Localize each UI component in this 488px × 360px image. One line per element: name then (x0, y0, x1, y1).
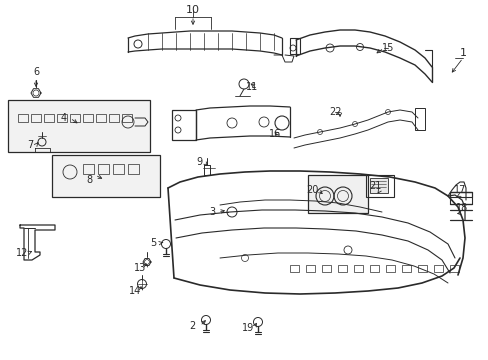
Text: 8: 8 (86, 175, 92, 185)
Bar (57, 114, 67, 122)
Text: 4: 4 (61, 113, 67, 123)
Text: 15: 15 (381, 43, 393, 53)
Bar (52, 155, 160, 197)
Bar (401, 265, 410, 272)
Bar (83, 114, 93, 122)
Bar (289, 38, 299, 54)
Text: 22: 22 (328, 107, 341, 117)
Bar (289, 265, 298, 272)
Text: 7: 7 (27, 140, 33, 150)
Bar (414, 108, 424, 130)
Bar (449, 192, 471, 204)
Text: 9: 9 (196, 157, 202, 167)
Bar (449, 192, 471, 197)
Text: 18: 18 (455, 203, 467, 213)
Bar (305, 265, 314, 272)
Bar (31, 114, 41, 122)
Text: 16: 16 (268, 129, 281, 139)
Bar (172, 110, 196, 140)
Bar (385, 265, 394, 272)
Bar (109, 114, 119, 122)
Text: 17: 17 (453, 185, 465, 195)
Bar (18, 114, 28, 122)
Bar (128, 164, 139, 174)
Bar (83, 164, 94, 174)
Bar (44, 114, 54, 122)
Bar (365, 175, 393, 197)
Bar (337, 265, 346, 272)
Text: 13: 13 (134, 263, 146, 273)
Bar (8, 100, 150, 152)
Bar (98, 164, 109, 174)
Text: 11: 11 (245, 82, 258, 92)
Bar (353, 265, 362, 272)
Bar (96, 114, 106, 122)
Bar (113, 164, 124, 174)
Text: 3: 3 (208, 207, 215, 217)
Bar (70, 114, 80, 122)
Bar (321, 265, 330, 272)
Text: 6: 6 (33, 67, 39, 77)
Text: 20: 20 (305, 185, 318, 195)
Text: 2: 2 (188, 321, 195, 331)
Text: 10: 10 (185, 5, 200, 15)
Text: 19: 19 (242, 323, 254, 333)
Bar (369, 265, 378, 272)
Text: 14: 14 (129, 286, 141, 296)
Bar (122, 114, 132, 122)
Bar (307, 175, 367, 213)
Text: 21: 21 (368, 181, 381, 191)
Bar (433, 265, 442, 272)
Bar (449, 265, 458, 272)
Bar (417, 265, 426, 272)
Text: 12: 12 (16, 248, 28, 258)
Text: 5: 5 (149, 238, 156, 248)
Text: 1: 1 (459, 48, 466, 58)
Bar (369, 178, 387, 193)
